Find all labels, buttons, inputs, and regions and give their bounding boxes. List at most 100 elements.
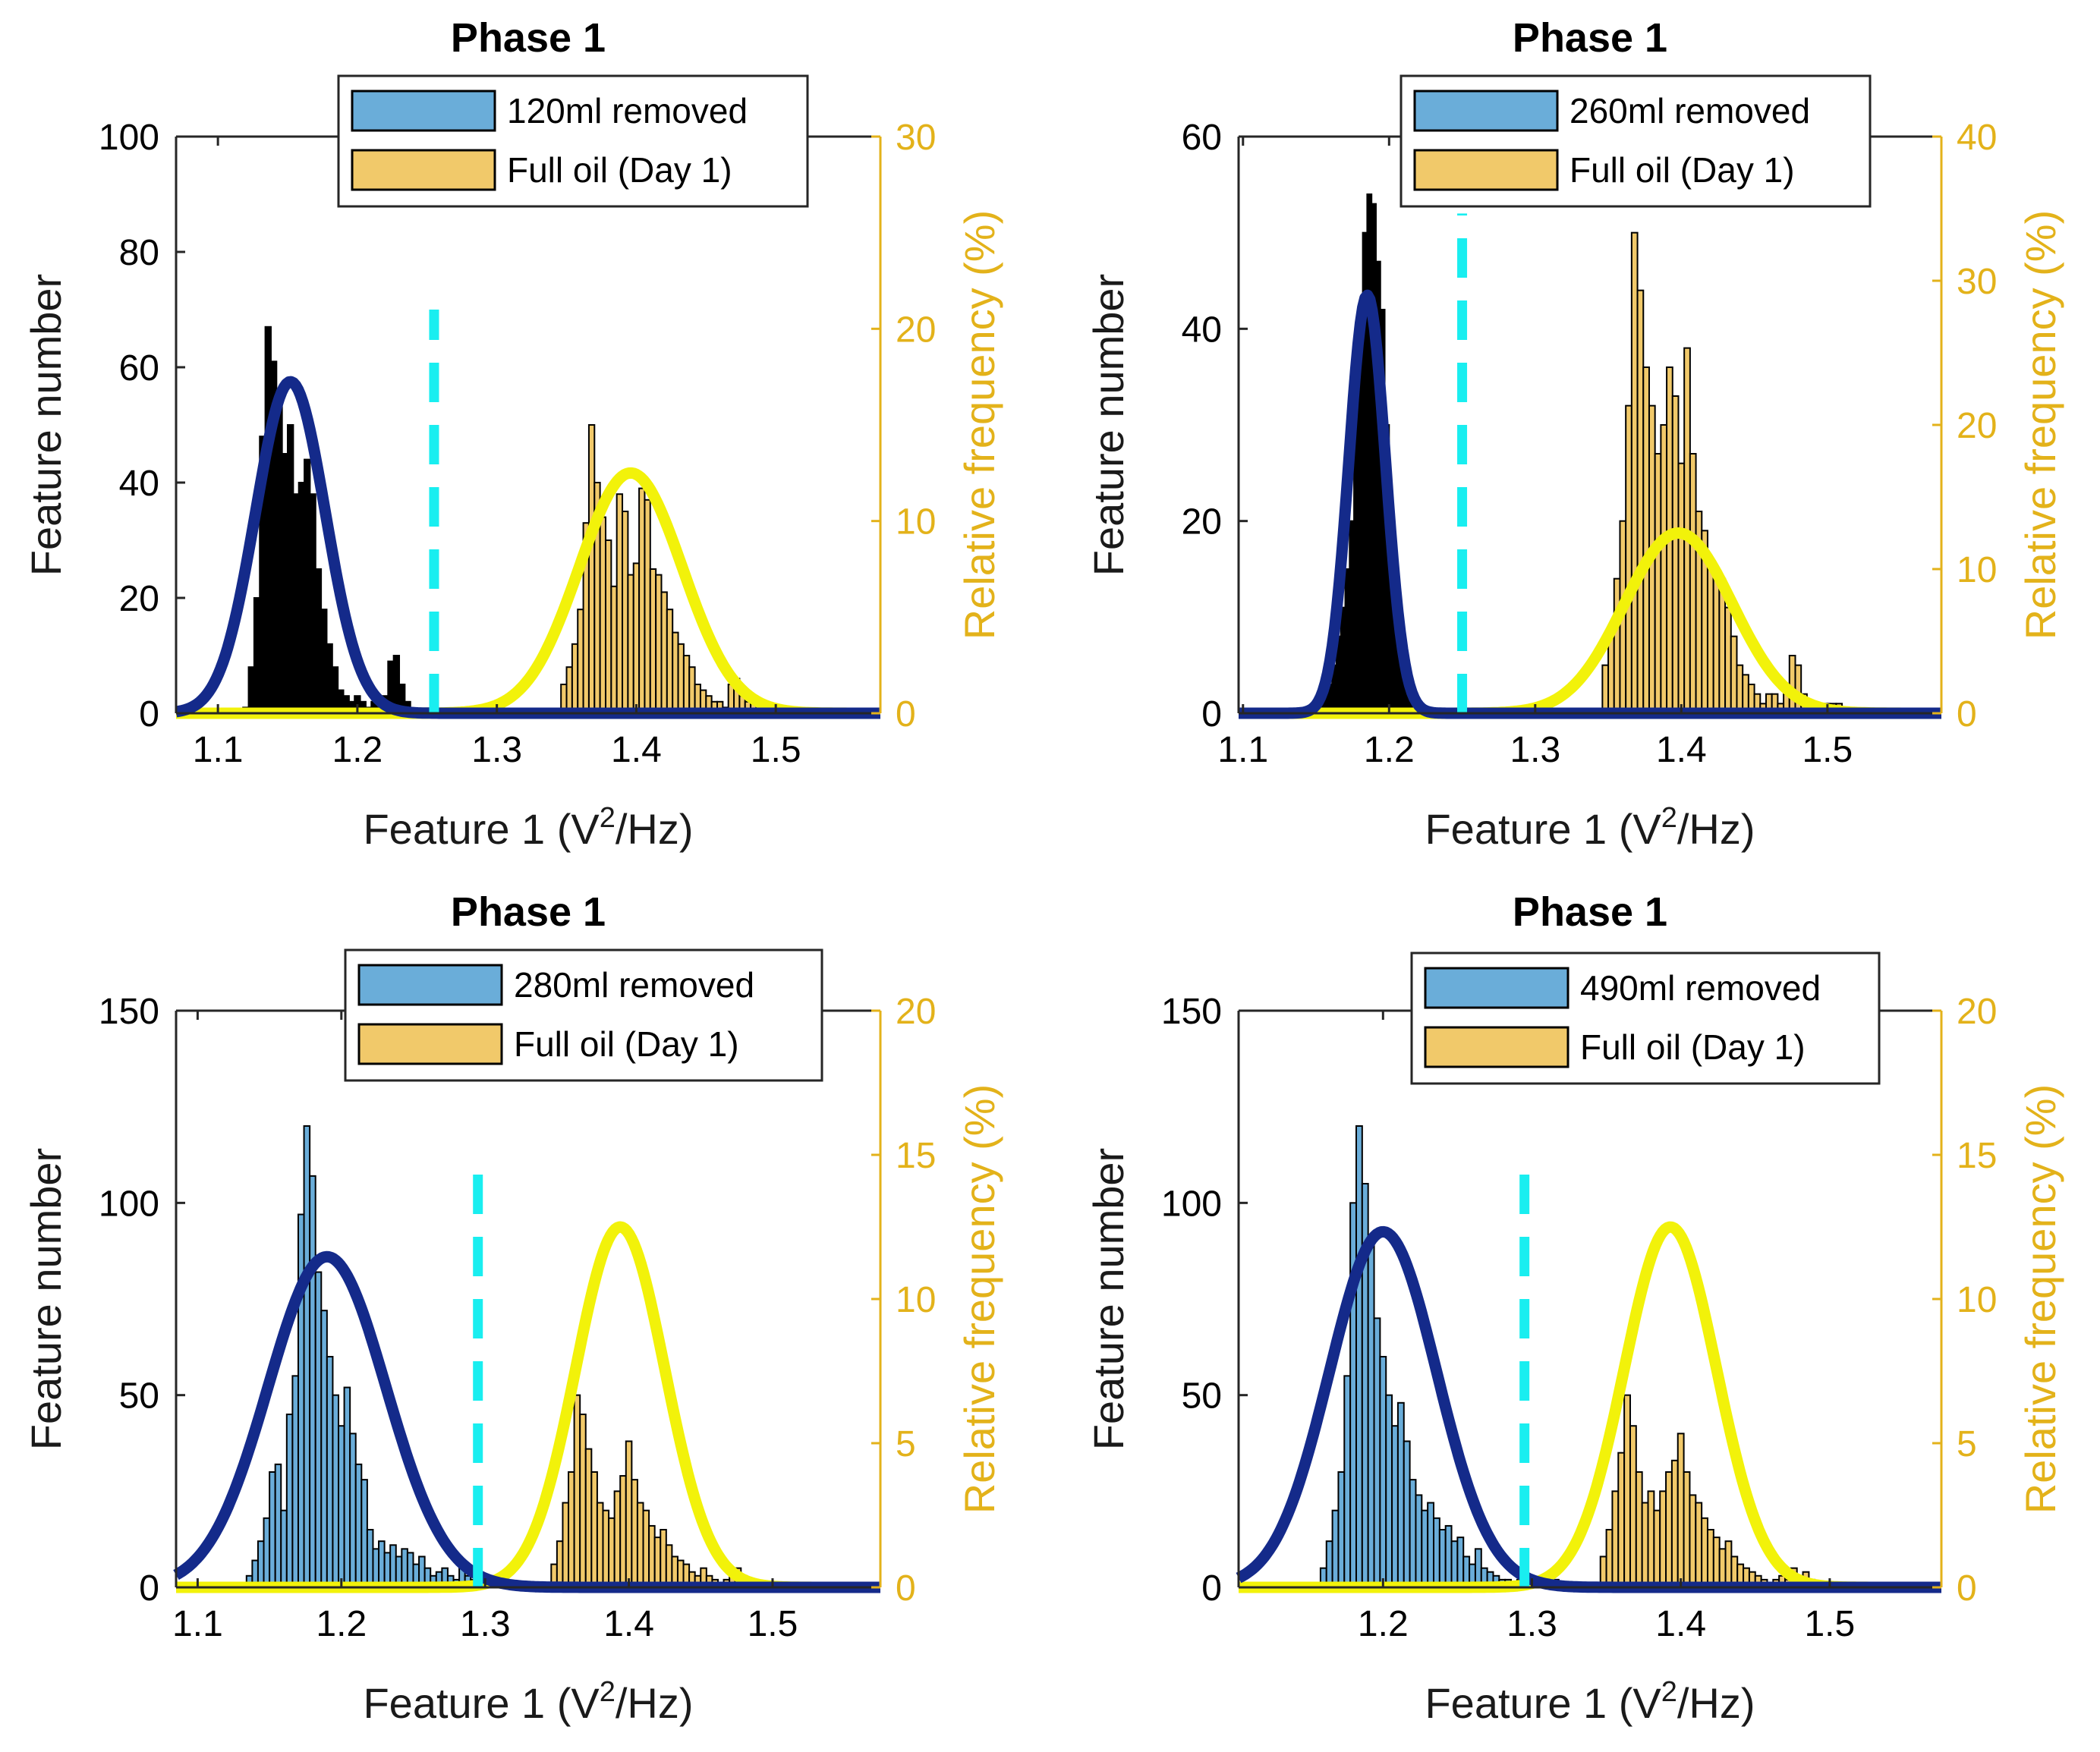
full-oil-histogram-bar: [1712, 577, 1721, 715]
chart-title: Phase 1: [1513, 889, 1667, 935]
chart-title: Phase 1: [451, 889, 606, 935]
x-tick-label: 1.5: [1804, 1604, 1855, 1644]
removed-histogram-bar: [1415, 1494, 1423, 1589]
x-tick-label: 1.1: [172, 1604, 223, 1644]
y2-tick-label: 20: [896, 992, 936, 1032]
legend: 490ml removed Full oil (Day 1): [1410, 951, 1881, 1085]
y-axis-label: Feature number: [22, 274, 70, 576]
removed-histogram: [245, 1125, 483, 1589]
removed-histogram-bar: [1403, 1440, 1411, 1589]
full-oil-histogram-bar: [688, 666, 696, 715]
removed-histogram-bar: [331, 666, 339, 715]
y2-axis-label: Relative frequency (%): [956, 210, 1003, 640]
full-oil-histogram-bar: [642, 1509, 650, 1588]
removed-histogram-bar: [1450, 1540, 1459, 1588]
y-tick-label: 40: [1182, 310, 1222, 350]
y-tick-label: 20: [119, 579, 159, 619]
removed-histogram-bar: [281, 453, 289, 714]
y-tick-label: 100: [1161, 1184, 1222, 1224]
full-oil-histogram-bar: [1605, 1529, 1614, 1588]
full-oil-histogram-bar: [1617, 1452, 1626, 1588]
x-tick-label: 1.5: [751, 730, 801, 770]
removed-histogram-bar: [326, 643, 333, 714]
removed-histogram-bar: [1433, 1517, 1440, 1589]
y2-tick-label: 0: [1957, 694, 1977, 734]
full-oil-histogram-bar: [610, 585, 618, 714]
full-oil-histogram-bar: [632, 562, 641, 715]
full-oil-histogram-bar: [565, 666, 573, 715]
legend-swatch-removed: [351, 90, 496, 132]
x-tick-label: 1.2: [1358, 1604, 1409, 1644]
removed-histogram-bar: [332, 1394, 340, 1588]
full-oil-histogram-bar: [1677, 462, 1686, 715]
removed-histogram-bar: [247, 666, 255, 715]
legend-label-removed: 490ml removed: [1580, 968, 1821, 1008]
y2-tick-label: 30: [1957, 262, 1997, 302]
y2-tick-label: 5: [1957, 1424, 1977, 1464]
removed-histogram-bar: [372, 1548, 380, 1589]
legend-label-full-oil: Full oil (Day 1): [507, 150, 732, 190]
x-tick-label: 1.2: [1364, 730, 1415, 770]
removed-histogram-bar: [274, 1463, 282, 1589]
full-oil-histogram-bar: [1613, 577, 1621, 715]
y-tick-label: 150: [99, 992, 159, 1032]
full-oil-histogram-bar: [649, 568, 657, 714]
x-tick-label: 1.1: [193, 730, 244, 770]
y2-axis-label: Relative frequency (%): [2017, 1084, 2064, 1514]
removed-histogram-bar: [292, 493, 300, 714]
y2-tick-label: 10: [1957, 550, 1997, 590]
full-oil-histogram-bar: [556, 1540, 564, 1588]
legend: 120ml removed Full oil (Day 1): [337, 74, 809, 208]
full-oil-histogram-bar: [1629, 1425, 1637, 1588]
full-oil-histogram: [481, 1394, 760, 1589]
y2-tick-label: 0: [1957, 1568, 1977, 1609]
full-oil-histogram-bar: [1653, 1509, 1661, 1588]
full-oil-histogram-bar: [1794, 664, 1802, 715]
full-oil-histogram-bar: [616, 493, 624, 714]
full-oil-histogram-bar: [636, 1502, 644, 1588]
y-tick-label: 100: [99, 118, 159, 158]
full-oil-histogram-bar: [1659, 1490, 1667, 1589]
removed-histogram-bar: [291, 1375, 299, 1589]
y2-tick-label: 20: [1957, 406, 1997, 446]
full-oil-histogram-bar: [602, 1509, 610, 1588]
y2-axis-label: Relative frequency (%): [2017, 210, 2064, 640]
removed-histogram-bar: [326, 1356, 334, 1588]
y-axis-label: Feature number: [22, 1148, 70, 1450]
full-oil-histogram-bar: [613, 1490, 622, 1589]
x-tick-label: 1.2: [316, 1604, 367, 1644]
x-tick-label: 1.3: [460, 1604, 511, 1644]
full-oil-histogram-bar: [666, 609, 674, 715]
full-oil-histogram-bar: [1642, 366, 1650, 714]
removed-histogram-bar: [360, 1479, 368, 1588]
full-oil-histogram-bar: [1689, 453, 1697, 714]
full-oil-histogram-bar: [1630, 231, 1639, 714]
full-oil-histogram-bar: [638, 487, 646, 714]
y-tick-label: 0: [1201, 694, 1222, 734]
y-tick-label: 80: [119, 233, 159, 273]
full-oil-histogram-bar: [1660, 424, 1668, 714]
y-tick-label: 150: [1161, 992, 1222, 1032]
full-oil-histogram-bar: [1607, 635, 1615, 715]
x-tick-label: 1.4: [1655, 1604, 1706, 1644]
y2-tick-label: 15: [896, 1136, 936, 1176]
x-tick-label: 1.4: [611, 730, 662, 770]
removed-histogram-bar: [1355, 1125, 1363, 1588]
legend-swatch-full-oil: [357, 1023, 503, 1065]
full-oil-histogram-bar: [571, 643, 579, 714]
full-oil-histogram-bar: [1701, 1517, 1708, 1589]
full-oil-histogram-bar: [627, 574, 634, 714]
removed-histogram-bar: [314, 568, 323, 714]
removed-histogram-bar: [285, 1414, 294, 1588]
removed-histogram-bar: [1325, 1540, 1333, 1588]
removed-histogram-bar: [1438, 1529, 1447, 1588]
removed-histogram-bar: [1337, 1471, 1346, 1588]
full-oil-histogram-bar: [568, 1471, 575, 1588]
full-oil-histogram-bar: [1623, 1394, 1631, 1588]
full-oil-histogram-bar: [1636, 289, 1645, 714]
removed-histogram-bar: [1367, 1241, 1375, 1588]
full-oil-histogram-bar: [1635, 1471, 1643, 1588]
legend-label-removed: 280ml removed: [514, 965, 754, 1005]
removed-histogram-bar: [1396, 1401, 1405, 1589]
